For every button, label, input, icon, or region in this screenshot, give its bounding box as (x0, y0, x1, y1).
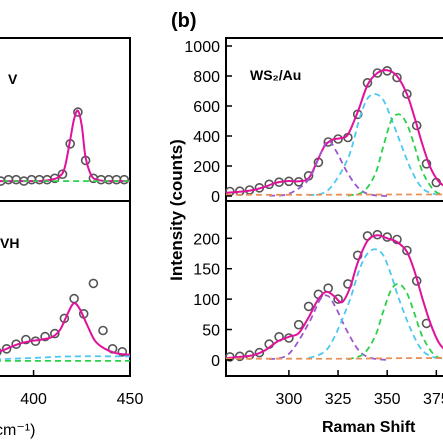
component-curve (347, 113, 443, 197)
right-top-plot-area (225, 66, 443, 197)
data-point (40, 331, 50, 342)
left-bottom-frame (0, 200, 131, 377)
right-top-y-axis: 0 200 400 600 800 1000 (184, 39, 232, 206)
y-tick-label: 600 (193, 99, 220, 116)
left-top-sample-label: V (8, 71, 18, 87)
left-top-plot-area (0, 107, 130, 186)
data-point (117, 346, 128, 357)
fit-curve (225, 234, 443, 360)
y-tick-label: 200 (193, 159, 220, 176)
right-x-axis: 300 325 350 375 (276, 370, 443, 408)
data-point (3, 174, 14, 185)
data-point (293, 319, 304, 330)
data-point (254, 347, 265, 358)
left-x-axis-title: cm⁻¹) (0, 422, 35, 439)
data-point (402, 245, 412, 256)
data-point (1, 343, 12, 354)
right-bottom-plot-area (225, 229, 443, 362)
y-tick-label: 400 (193, 129, 220, 146)
data-point (69, 293, 79, 304)
x-tick-label: 400 (20, 391, 47, 408)
data-point (98, 325, 108, 336)
data-point (73, 107, 83, 117)
data-point (104, 174, 114, 185)
fit-curve (0, 302, 131, 356)
data-point (323, 283, 334, 294)
data-point (34, 174, 45, 185)
data-point (303, 301, 314, 312)
component-curve (308, 248, 437, 359)
data-point (21, 334, 31, 345)
left-bottom-plot-area (0, 278, 131, 362)
right-top-frame (225, 37, 443, 202)
data-point (352, 250, 363, 261)
component-curve (347, 282, 443, 361)
component-curve (226, 357, 443, 360)
right-top-panel: 0 200 400 600 800 1000 WS₂/Au (184, 37, 443, 206)
x-tick-label: 450 (117, 391, 144, 408)
x-tick-label: 300 (276, 391, 303, 408)
data-point (323, 137, 334, 147)
data-point (119, 174, 129, 185)
data-point (111, 174, 122, 185)
x-tick-label: 350 (374, 391, 401, 408)
left-bottom-sample-label: VH (0, 235, 19, 251)
y-tick-label: 800 (193, 69, 220, 86)
y-tick-label: 150 (193, 262, 220, 279)
y-tick-label: 1000 (184, 39, 220, 56)
right-x-axis-title: Raman Shift (322, 419, 416, 436)
data-point (402, 89, 412, 99)
data-point (49, 173, 60, 184)
right-y-axis-title: Intensity (counts) (167, 139, 186, 281)
data-point (26, 174, 37, 185)
component-curve (269, 139, 388, 197)
data-point (392, 72, 402, 83)
component-curve (268, 294, 388, 361)
y-tick-label: 100 (193, 292, 220, 309)
right-bottom-panel: 0 50 100 150 200 (193, 200, 443, 377)
component-curve (308, 93, 437, 197)
right-bottom-y-axis: 0 50 100 150 200 (193, 231, 232, 370)
left-x-axis: 400 450 (20, 370, 143, 408)
left-bottom-panel: VH (0, 200, 131, 377)
y-tick-label: 200 (193, 231, 220, 248)
data-point (11, 174, 22, 185)
panel-label-b: (b) (171, 10, 197, 32)
data-point (57, 169, 68, 179)
x-tick-label: 375 (423, 391, 443, 408)
y-tick-label: 0 (211, 353, 220, 370)
data-point (372, 68, 383, 78)
right-bottom-frame (225, 200, 443, 377)
fit-curve (225, 69, 443, 194)
left-top-panel: V (0, 37, 131, 202)
x-tick-label: 325 (325, 391, 352, 408)
y-tick-label: 0 (211, 189, 220, 206)
data-point (333, 294, 343, 304)
component-curve (0, 355, 131, 361)
y-tick-label: 50 (202, 323, 220, 340)
right-top-sample-label: WS₂/Au (250, 67, 301, 83)
data-point (49, 328, 60, 339)
data-point (88, 278, 99, 289)
data-point (372, 229, 383, 240)
